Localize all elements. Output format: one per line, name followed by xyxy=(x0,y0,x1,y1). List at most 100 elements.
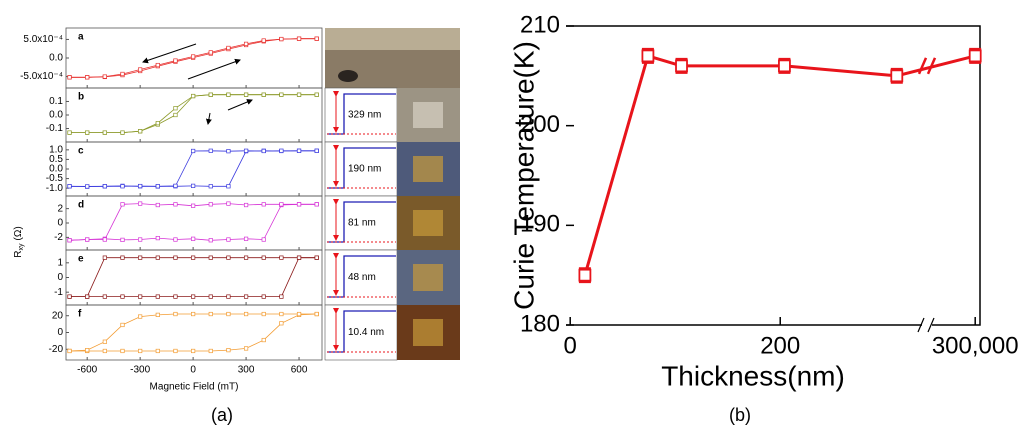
marker xyxy=(243,148,249,153)
panel-letter: e xyxy=(78,254,84,265)
panel-letter: a xyxy=(78,32,84,43)
marker xyxy=(208,255,213,260)
marker xyxy=(155,202,160,208)
marker xyxy=(102,130,107,135)
marker xyxy=(173,237,178,242)
marker xyxy=(314,148,319,153)
x-tick-label: -600 xyxy=(77,365,97,376)
y-tick-label: 190 xyxy=(520,211,560,238)
marker xyxy=(173,255,178,260)
marker xyxy=(85,237,90,242)
device xyxy=(413,210,443,236)
marker xyxy=(173,202,178,207)
inset-label: 81 nm xyxy=(348,218,376,229)
y-tick-label: 20 xyxy=(52,310,64,321)
marker xyxy=(120,130,125,135)
marker xyxy=(173,58,178,63)
data-line xyxy=(69,203,317,241)
device xyxy=(413,264,443,291)
marker xyxy=(120,237,125,242)
marker xyxy=(173,112,178,118)
data-line xyxy=(69,94,317,133)
y-tick-label: 0.1 xyxy=(49,96,63,107)
marker xyxy=(226,201,231,206)
y-tick-label: 0.0 xyxy=(49,53,63,64)
marker xyxy=(138,129,143,134)
marker xyxy=(226,237,231,242)
marker xyxy=(155,255,160,260)
marker xyxy=(261,311,266,317)
marker xyxy=(226,92,231,97)
y-tick-label: 210 xyxy=(520,11,560,38)
marker xyxy=(191,54,196,59)
x-tick-label: 300,000 xyxy=(932,332,1019,359)
marker xyxy=(138,237,143,242)
y-tick-label: 0 xyxy=(57,218,63,229)
marker xyxy=(191,183,196,188)
marker xyxy=(155,62,160,68)
marker xyxy=(675,59,688,73)
marker xyxy=(191,255,196,260)
marker xyxy=(578,268,592,282)
panel-letter: d xyxy=(78,200,84,211)
marker xyxy=(226,45,231,51)
marker xyxy=(120,202,125,207)
inset-label: 329 nm xyxy=(348,110,381,121)
marker xyxy=(226,348,231,353)
y-tick-label: 0.0 xyxy=(49,164,63,175)
x-tick-label: 200 xyxy=(760,332,800,359)
marker xyxy=(85,75,90,80)
marker xyxy=(261,92,266,97)
device xyxy=(413,156,443,182)
marker xyxy=(314,311,319,317)
marker xyxy=(173,348,178,354)
y-axis-label: Rxy (Ω) xyxy=(13,226,25,257)
marker xyxy=(155,294,160,299)
y-tick-label: -5.0x10⁻⁴ xyxy=(20,71,63,82)
marker xyxy=(261,148,266,154)
marker xyxy=(279,294,284,299)
marker xyxy=(243,92,249,97)
panel-letter: f xyxy=(78,309,82,320)
marker xyxy=(85,130,90,135)
y-tick-label: 180 xyxy=(520,310,560,337)
marker xyxy=(261,294,266,299)
marker xyxy=(314,92,319,97)
marker xyxy=(279,92,284,97)
marker xyxy=(243,236,249,241)
marker xyxy=(191,203,196,208)
marker xyxy=(67,130,72,135)
y-axis-label-part: xy xyxy=(18,243,25,251)
marker xyxy=(173,106,178,111)
marker xyxy=(102,294,107,299)
marker xyxy=(102,237,107,242)
data-line xyxy=(69,257,317,297)
marker xyxy=(261,202,266,207)
marker xyxy=(890,69,904,83)
y-axis-label-part: (Ω) xyxy=(13,226,24,240)
marker xyxy=(120,322,125,328)
marker xyxy=(296,255,302,260)
y-tick-label: -1.0 xyxy=(46,183,64,194)
marker xyxy=(208,184,213,189)
caption: (a) xyxy=(211,405,233,425)
marker xyxy=(243,294,249,299)
marker xyxy=(120,348,125,354)
marker xyxy=(208,148,213,153)
marker xyxy=(226,294,231,299)
ruler xyxy=(325,28,460,50)
marker xyxy=(279,148,284,153)
marker xyxy=(208,294,213,299)
marker xyxy=(67,348,72,354)
line-break xyxy=(917,57,937,75)
marker xyxy=(279,202,284,207)
marker xyxy=(155,348,160,354)
marker xyxy=(208,311,213,317)
data-line xyxy=(69,313,317,352)
marker xyxy=(226,255,231,260)
marker xyxy=(191,348,196,354)
marker xyxy=(968,49,982,63)
y-tick-label: 1 xyxy=(57,257,63,268)
y-tick-label: -2 xyxy=(54,232,63,243)
